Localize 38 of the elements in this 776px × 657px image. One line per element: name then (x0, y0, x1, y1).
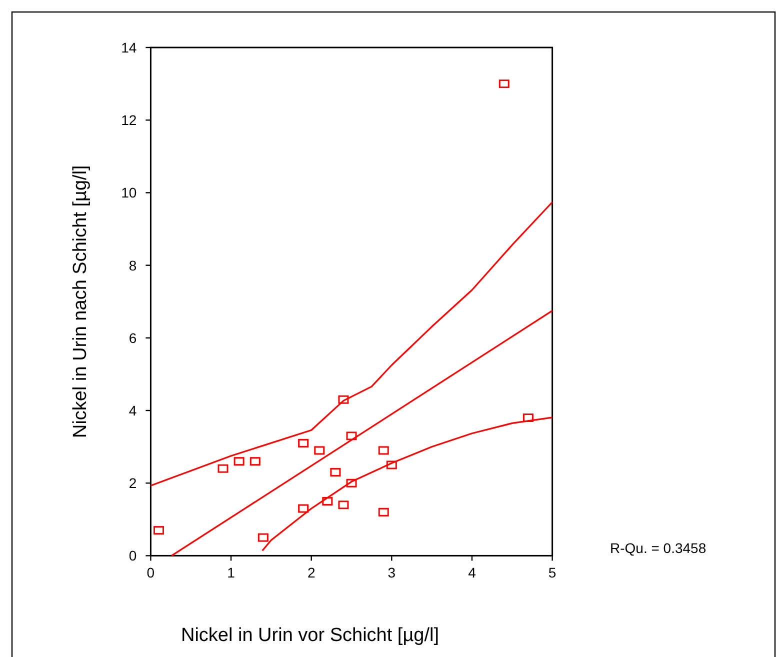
point (234, 457, 244, 466)
y-tick-label: 6 (128, 330, 137, 346)
line-series (150, 201, 554, 486)
line-series (262, 416, 554, 552)
y-axis-title: Nickel in Urin nach Schicht [µg/l] (70, 165, 91, 438)
y-tick-label: 8 (128, 257, 137, 274)
point (386, 460, 397, 470)
x-tick-label: 4 (468, 564, 476, 581)
point (314, 446, 325, 455)
x-tick-label: 0 (146, 564, 155, 581)
x-tick-label: 5 (548, 564, 556, 581)
x-tick-label: 2 (307, 564, 316, 581)
y-tick-label: 12 (121, 112, 137, 128)
point (258, 533, 268, 542)
text: R-Qu. = 0.3458 (610, 540, 706, 556)
point (322, 497, 333, 506)
point (338, 500, 349, 510)
point (378, 508, 389, 516)
point (250, 457, 260, 466)
y-tick-label: 10 (121, 184, 137, 201)
point (498, 80, 510, 88)
point (298, 438, 309, 448)
y-tick-label: 2 (128, 475, 137, 492)
point (330, 468, 341, 476)
point (346, 432, 357, 440)
x-tick-label: 3 (388, 564, 396, 581)
point (338, 395, 349, 404)
y-tick-label: 0 (128, 548, 137, 564)
y-tick-label: 4 (128, 402, 137, 418)
y-tick-label: 14 (121, 40, 137, 56)
point (218, 464, 228, 473)
point (153, 526, 164, 535)
x-tick-label: 1 (227, 564, 236, 581)
point (522, 414, 534, 422)
point (346, 478, 357, 488)
point (298, 504, 309, 513)
x-axis-title: Nickel in Urin vor Schicht [µg/l] (180, 625, 440, 646)
point (378, 446, 389, 455)
